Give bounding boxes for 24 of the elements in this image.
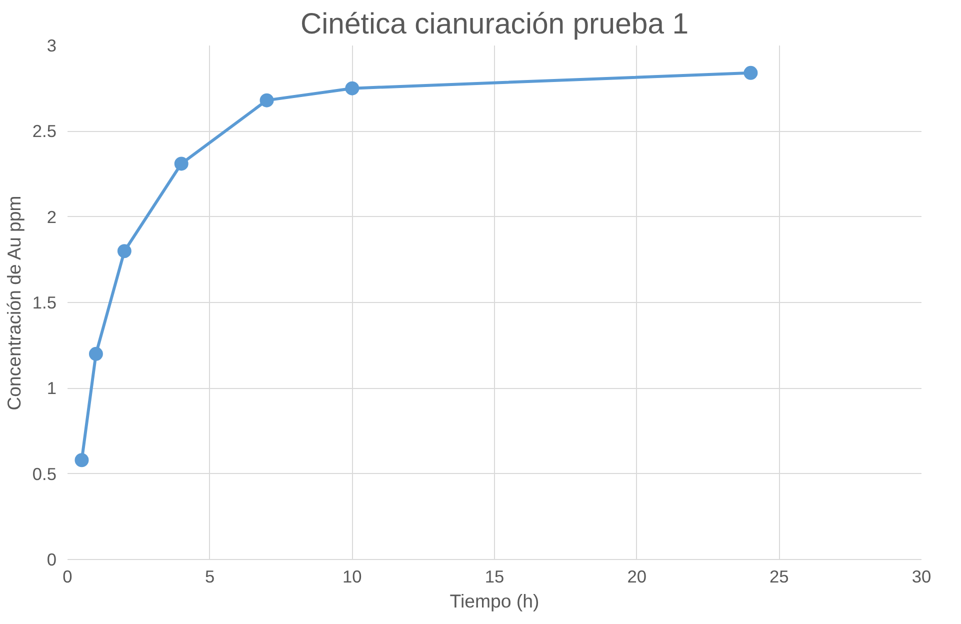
point	[88, 346, 103, 361]
point	[744, 66, 758, 80]
y-tick-label: 0.5	[32, 464, 57, 484]
x-tick-label: 30	[912, 566, 932, 586]
y-tick-label: 2	[46, 206, 57, 227]
x-tick-label: 20	[627, 566, 646, 586]
x-tick-label: 25	[770, 566, 789, 586]
x-tick-label: 10	[342, 566, 362, 586]
point	[260, 93, 274, 108]
y-axis-title: Concentración de Au ppm	[3, 196, 24, 410]
chart-title: Cinética cianuración prueba 1	[300, 8, 689, 40]
point	[74, 453, 89, 468]
y-tick-label: 1	[46, 378, 57, 398]
point	[117, 244, 132, 258]
x-tick-label: 15	[484, 566, 504, 586]
y-tick-label: 0	[46, 550, 57, 570]
y-tick-label: 3	[46, 36, 57, 56]
x-tick-label: 0	[62, 566, 72, 586]
y-tick-label: 2.5	[32, 121, 57, 142]
x-axis-title: Tiempo (h)	[450, 590, 540, 612]
x-tick-label: 5	[205, 566, 215, 586]
point	[345, 81, 360, 96]
y-tick-label: 1.5	[32, 292, 57, 312]
point	[174, 156, 188, 171]
